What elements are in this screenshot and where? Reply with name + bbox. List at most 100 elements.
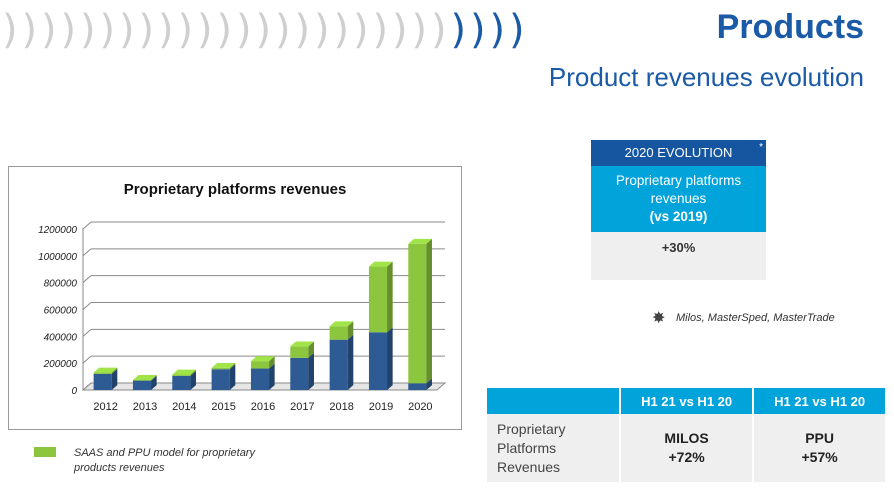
page-title: Products: [716, 8, 864, 46]
cell-change-value: +57%: [801, 449, 838, 465]
y-tick-label: 1000000: [38, 252, 77, 263]
bar-segment: [290, 357, 309, 390]
decorative-paren: ): [40, 8, 57, 53]
decorative-paren: ): [489, 8, 506, 53]
footnote-text: Milos, MasterSped, MasterTrade: [676, 312, 835, 324]
chart-plot: 0 200000 400000 600000 800000 1000000 1200000 2…: [38, 221, 447, 413]
decorative-paren: ): [216, 8, 233, 53]
bar-side: [229, 362, 236, 370]
comparison-table: H1 21 vs H1 20 H1 21 vs H1 20 Proprietar…: [487, 388, 885, 482]
decorative-paren: ): [60, 8, 77, 53]
x-tick-label: 2018: [329, 401, 353, 413]
decorative-paren: ): [313, 8, 330, 53]
bar-side: [387, 261, 393, 333]
decorative-paren: ): [138, 8, 155, 53]
decorative-paren: ): [235, 8, 252, 53]
x-tick-label: 2020: [408, 401, 432, 413]
evolution-card-title: 2020 EVOLUTION: [624, 145, 733, 160]
decorative-paren: ): [118, 8, 135, 53]
decorative-paren: ): [1, 8, 18, 53]
bar-segment: [211, 369, 230, 390]
bar-side: [190, 371, 196, 390]
decorative-paren: ): [469, 8, 486, 53]
decorative-paren: ): [177, 8, 194, 53]
decorative-parentheses: ))))))))))))))))))))))))))): [0, 8, 560, 58]
bar-segment: [290, 346, 309, 358]
decorative-paren: ): [79, 8, 96, 53]
bar-segment: [368, 332, 388, 390]
decorative-paren: ): [508, 8, 525, 53]
decorative-paren: ): [333, 8, 350, 53]
bar-side: [269, 363, 275, 390]
comparison-header-blank: [487, 388, 620, 414]
cell-change-value: +72%: [668, 449, 705, 465]
decorative-paren: ): [430, 8, 447, 53]
x-tick-label: 2015: [211, 401, 235, 413]
evolution-card-description: Proprietary platforms revenues (vs 2019): [591, 166, 766, 232]
gridline-depth: [82, 328, 92, 337]
comparison-row-label: Proprietary Platforms Revenues: [487, 414, 620, 482]
comparison-cell-milos: MILOS +72%: [618, 414, 754, 482]
bar-segment: [250, 368, 270, 390]
x-tick-label: 2016: [251, 401, 275, 413]
bar-top: [93, 367, 118, 373]
evolution-card: 2020 EVOLUTION * Proprietary platforms r…: [591, 140, 766, 280]
row-label-line: Revenues: [497, 458, 561, 475]
bar-side: [151, 375, 157, 381]
bar-segment: [368, 266, 388, 333]
y-tick-label: 400000: [44, 332, 78, 343]
gridline-depth: [82, 248, 92, 257]
x-tick-label: 2012: [93, 401, 117, 413]
bar-side: [269, 356, 275, 369]
bar-segment: [93, 373, 112, 390]
decorative-paren: ): [450, 8, 467, 53]
bar-side: [229, 364, 236, 390]
x-tick-label: 2019: [369, 401, 393, 413]
bar-segment: [132, 380, 152, 390]
bar-top: [290, 341, 314, 347]
bar-side: [151, 375, 157, 390]
bar-side: [190, 369, 196, 376]
row-label-line: Proprietary: [497, 420, 566, 437]
comparison-cell-ppu: PPU +57%: [752, 414, 885, 482]
bar-side: [387, 327, 393, 390]
table-row: Proprietary Platforms Revenues MILOS +72…: [487, 414, 885, 482]
comparison-header-ppu: H1 21 vs H1 20: [752, 388, 885, 414]
legend-swatch-saas-ppu: [34, 447, 56, 457]
x-tick-label: 2017: [290, 401, 314, 413]
bar-side: [347, 321, 354, 340]
bar-segment: [132, 379, 152, 381]
gridline-depth: [82, 355, 92, 364]
y-tick-label: 200000: [43, 359, 78, 370]
bar-top: [172, 369, 196, 375]
decorative-paren: ): [21, 8, 38, 53]
x-tick-label: 2013: [133, 401, 157, 413]
comparison-header-milos: H1 21 vs H1 20: [618, 388, 754, 414]
decorative-paren: ): [274, 8, 291, 53]
decorative-paren: ): [372, 8, 389, 53]
gridline-depth: [82, 275, 92, 284]
y-tick-label: 600000: [44, 306, 78, 317]
gridline-depth: [82, 221, 92, 230]
bar-side: [426, 378, 432, 390]
y-tick-label: 0: [71, 386, 77, 397]
page-subtitle: Product revenues evolution: [548, 62, 864, 92]
bar-segment: [408, 383, 427, 390]
bar-side: [111, 367, 118, 374]
decorative-paren: ): [352, 8, 369, 53]
decorative-paren: ): [294, 8, 311, 53]
cell-product-name: PPU: [805, 430, 834, 446]
bar-top: [250, 356, 275, 362]
row-label-line: Platforms: [497, 439, 557, 456]
bar-top: [368, 261, 393, 267]
evolution-card-line1: Proprietary platforms: [615, 173, 742, 188]
decorative-paren: ): [411, 8, 428, 53]
bar-side: [308, 352, 314, 390]
evolution-card-line3: (vs 2019): [649, 209, 708, 224]
bar-top: [408, 238, 432, 244]
legend-label-saas-ppu: SAAS and PPU model for proprietary produ…: [74, 447, 255, 474]
bar-side: [347, 334, 354, 390]
cell-product-name: MILOS: [664, 430, 709, 446]
decorative-paren: ): [255, 8, 272, 53]
bar-side: [111, 369, 118, 390]
